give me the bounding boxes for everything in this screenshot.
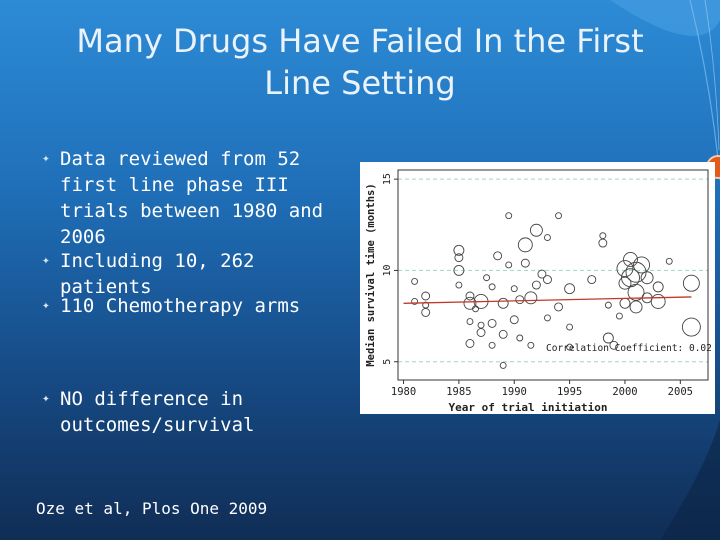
data-point: [566, 343, 574, 351]
bullet-marker-icon: ✦: [42, 298, 50, 313]
bullet-marker-icon: ✦: [42, 151, 50, 166]
data-point: [555, 212, 562, 220]
bullet-no-difference: ✦ NO difference in outcomes/survival: [42, 386, 342, 438]
x-tick-label: 1995: [557, 386, 582, 398]
scatter-plot-svg: 5 10 15 1980 1985 1990 1995 2000 2005 Median su…: [365, 169, 712, 414]
data-point: [453, 244, 465, 256]
data-point: [618, 276, 632, 290]
y-axis-label: Median survival time (months): [365, 183, 377, 366]
data-point: [527, 341, 535, 349]
bullet-text: Including 10, 262 patients: [60, 250, 255, 298]
x-axis-ticks: 1980 1985 1990 1995 2000 2005: [391, 380, 693, 398]
data-point: [681, 317, 701, 337]
data-point: [537, 269, 547, 279]
data-point: [488, 341, 496, 349]
data-point: [498, 329, 508, 339]
data-point: [665, 257, 673, 265]
data-point: [564, 283, 576, 295]
y-tick-label: 5: [382, 359, 393, 365]
data-point: [615, 312, 623, 320]
data-point: [682, 274, 700, 292]
data-point: [488, 283, 496, 291]
data-point: [411, 277, 419, 285]
y-tick-label: 15: [382, 173, 393, 185]
data-point: [463, 296, 477, 310]
data-point: [609, 340, 619, 350]
data-point: [640, 271, 654, 285]
data-point: [616, 260, 634, 278]
data-point: [531, 280, 541, 290]
x-tick-label: 1990: [502, 386, 527, 398]
data-point: [544, 234, 551, 242]
data-point: [422, 301, 430, 309]
citation: Oze et al, Plos One 2009: [36, 499, 268, 518]
data-point: [520, 258, 530, 268]
slide-title: Many Drugs Have Failed In the First Line…: [76, 22, 644, 102]
data-point: [493, 251, 503, 261]
data-point: [598, 238, 608, 248]
data-point: [472, 305, 479, 313]
bullet-patients: ✦ Including 10, 262 patients: [42, 248, 342, 300]
data-point: [454, 253, 464, 263]
x-tick-label: 1980: [391, 386, 416, 398]
data-point: [524, 291, 538, 305]
data-point: [587, 275, 597, 285]
y-tick-label: 10: [382, 264, 393, 276]
x-tick-label: 2005: [668, 386, 693, 398]
y-axis-ticks: 5 10 15: [382, 173, 398, 365]
data-point: [650, 294, 666, 309]
x-tick-label: 1985: [446, 386, 471, 398]
data-point: [411, 298, 419, 305]
data-point: [483, 274, 491, 282]
data-point: [544, 314, 551, 322]
data-point: [633, 256, 651, 274]
data-point: [505, 212, 513, 220]
data-point: [455, 281, 463, 289]
bullet-chemo-arms: ✦ 110 Chemotherapy arms: [42, 293, 342, 319]
correlation-annotation: Correlation Coefficient: 0.02: [546, 343, 712, 354]
data-point: [465, 291, 475, 301]
bullet-marker-icon: ✦: [42, 253, 50, 268]
scatter-chart: 5 10 15 1980 1985 1990 1995 2000 2005 Median su…: [360, 162, 715, 414]
data-point: [625, 261, 647, 283]
bullet-marker-icon: ✦: [42, 391, 50, 406]
data-point: [476, 328, 486, 337]
bullet-text: Data reviewed from 52 first line phase I…: [60, 148, 324, 248]
data-point: [466, 318, 474, 326]
trend-line: [403, 296, 692, 304]
data-point: [623, 252, 638, 267]
data-point: [465, 339, 475, 348]
bullet-text: 110 Chemotherapy arms: [60, 295, 301, 317]
data-point: [516, 334, 524, 342]
data-point: [652, 281, 664, 293]
data-point: [629, 300, 643, 314]
data-point: [510, 285, 518, 293]
data-point: [619, 297, 631, 309]
data-point: [515, 295, 525, 305]
x-tick-label: 2000: [612, 386, 637, 398]
data-point: [554, 302, 563, 312]
data-point: [602, 332, 614, 344]
data-point: [453, 264, 465, 276]
data-point: [509, 315, 519, 325]
data-point: [543, 275, 552, 285]
data-point: [566, 323, 574, 331]
data-point: [421, 307, 431, 317]
bullet-data-reviewed: ✦ Data reviewed from 52 first line phase…: [42, 146, 342, 250]
data-point: [499, 361, 507, 369]
data-point: [477, 321, 485, 329]
bullet-text: NO difference in outcomes/survival: [60, 388, 255, 436]
x-axis-label: Year of trial initiation: [449, 401, 608, 414]
data-point: [497, 297, 509, 309]
data-point: [604, 301, 612, 309]
data-point: [487, 318, 497, 328]
data-point: [517, 237, 533, 253]
chart-grid: [398, 178, 708, 363]
data-point: [505, 261, 513, 269]
data-point: [599, 232, 607, 240]
plot-frame: [397, 169, 709, 381]
data-point: [421, 291, 431, 301]
data-point: [627, 283, 645, 301]
data-point: [529, 223, 543, 237]
